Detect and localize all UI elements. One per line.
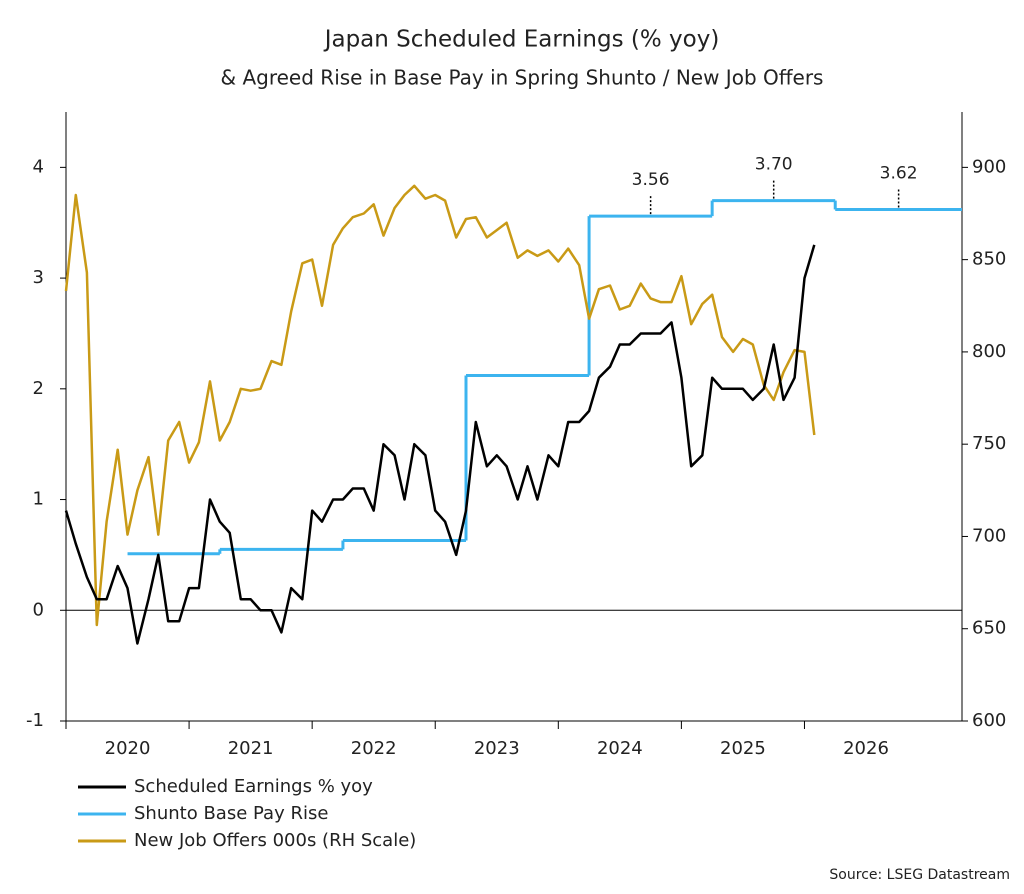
y-tick-label: 1 <box>33 489 44 510</box>
x-tick-label: 2024 <box>597 738 643 759</box>
value-label: 3.56 <box>632 170 670 190</box>
y-tick-label: 3 <box>33 267 44 288</box>
x-tick-label: 2023 <box>474 738 520 759</box>
value-label: 3.70 <box>755 155 793 175</box>
x-tick-label: 2020 <box>105 738 151 759</box>
y-tick-label: 0 <box>33 599 44 620</box>
y2-tick-label: 600 <box>972 710 1006 731</box>
y2-tick-label: 750 <box>972 433 1006 454</box>
legend-label: Shunto Base Pay Rise <box>134 803 328 824</box>
y-tick-label: -1 <box>26 710 44 731</box>
x-tick-label: 2021 <box>228 738 274 759</box>
x-tick-label: 2025 <box>720 738 766 759</box>
y2-tick-label: 850 <box>972 249 1006 270</box>
series-line <box>64 184 816 627</box>
series-line <box>64 244 816 645</box>
y-tick-label: 4 <box>33 156 44 177</box>
chart-subtitle: & Agreed Rise in Base Pay in Spring Shun… <box>221 66 824 90</box>
chart-title: Japan Scheduled Earnings (% yoy) <box>323 27 720 53</box>
y2-tick-label: 700 <box>972 525 1006 546</box>
y2-tick-label: 900 <box>972 156 1006 177</box>
y2-tick-label: 800 <box>972 341 1006 362</box>
y-tick-label: 2 <box>33 378 44 399</box>
value-label: 3.62 <box>880 163 918 183</box>
x-tick-label: 2022 <box>351 738 397 759</box>
legend-label: Scheduled Earnings % yoy <box>134 776 373 797</box>
y2-tick-label: 650 <box>972 618 1006 639</box>
source: Source: LSEG Datastream <box>829 867 1010 883</box>
legend-label: New Job Offers 000s (RH Scale) <box>134 830 416 851</box>
x-tick-label: 2026 <box>843 738 889 759</box>
